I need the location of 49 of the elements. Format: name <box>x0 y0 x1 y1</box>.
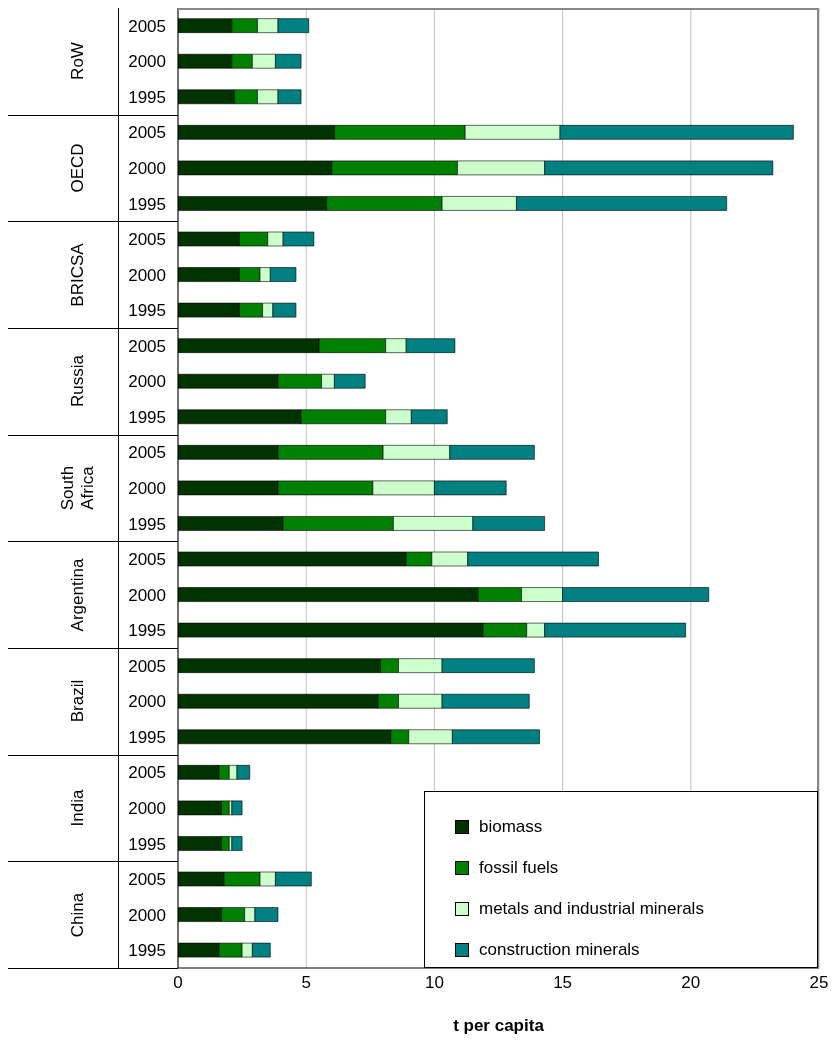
x-tick-label: 5 <box>301 973 311 993</box>
x-tick-label: 20 <box>681 973 701 993</box>
text: China <box>68 892 88 937</box>
y-tick-label: 1995 <box>128 301 166 321</box>
y-tick-label: 1995 <box>128 87 166 107</box>
text: RoW <box>68 42 88 81</box>
y-tick-label: 2005 <box>128 230 166 250</box>
y-tick-label: 2005 <box>128 16 166 36</box>
y-tick-label: 2000 <box>128 799 166 819</box>
legend-label: construction minerals <box>479 939 640 960</box>
y-tick-label: 2005 <box>128 870 166 890</box>
y-tick-label: 2000 <box>128 692 166 712</box>
y-tick-label: 1995 <box>128 194 166 214</box>
x-tick-label: 0 <box>173 973 183 993</box>
y-tick-label: 2000 <box>128 265 166 285</box>
y-tick-label: 2000 <box>128 159 166 179</box>
bar <box>231 800 243 816</box>
y-tick-label: 2005 <box>128 550 166 570</box>
y-tick-label: 1995 <box>128 834 166 854</box>
y-tick-label: 2005 <box>128 763 166 783</box>
text: BRICSA <box>68 243 88 307</box>
y-tick-label: 2005 <box>128 443 166 463</box>
y-tick-label: 1995 <box>128 941 166 961</box>
y-tick-label: 1995 <box>128 621 166 641</box>
y-tick-label: 2000 <box>128 52 166 72</box>
x-tick-label: 10 <box>424 973 444 993</box>
legend-label: biomass <box>479 816 543 837</box>
y-tick-label: 2005 <box>128 336 166 356</box>
text: India <box>68 789 88 827</box>
text: Brazil <box>68 680 88 723</box>
y-tick-label: 2000 <box>128 479 166 499</box>
text: South Africa <box>58 464 98 513</box>
text: Russia <box>68 355 88 408</box>
y-tick-label: 2005 <box>128 656 166 676</box>
y-tick-label: 1995 <box>128 514 166 534</box>
legend-label: fossil fuels <box>479 857 559 878</box>
x-tick-label: 15 <box>553 973 573 993</box>
legend-label: metals and industrial minerals <box>479 898 704 919</box>
y-tick-label: 2000 <box>128 372 166 392</box>
y-tick-label: 2000 <box>128 905 166 925</box>
x-axis-title: t per capita <box>453 1016 545 1035</box>
text: Argentina <box>68 558 88 632</box>
y-tick-label: 1995 <box>128 727 166 747</box>
y-tick-label: 1995 <box>128 407 166 427</box>
y-tick-label: 2000 <box>128 585 166 605</box>
x-tick-label: 25 <box>809 973 829 993</box>
text: OECD <box>68 143 88 193</box>
bar <box>231 836 243 851</box>
y-tick-label: 2005 <box>128 123 166 143</box>
